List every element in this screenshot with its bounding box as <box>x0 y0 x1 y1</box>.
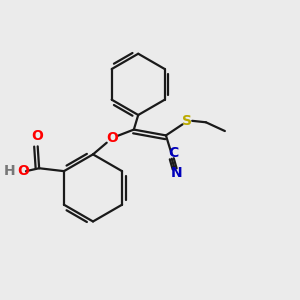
Text: O: O <box>106 131 118 145</box>
Text: C: C <box>168 146 178 160</box>
Text: S: S <box>182 114 192 128</box>
Text: H: H <box>4 164 16 178</box>
Text: O: O <box>18 164 30 178</box>
Text: O: O <box>32 129 44 143</box>
Text: N: N <box>170 166 182 180</box>
